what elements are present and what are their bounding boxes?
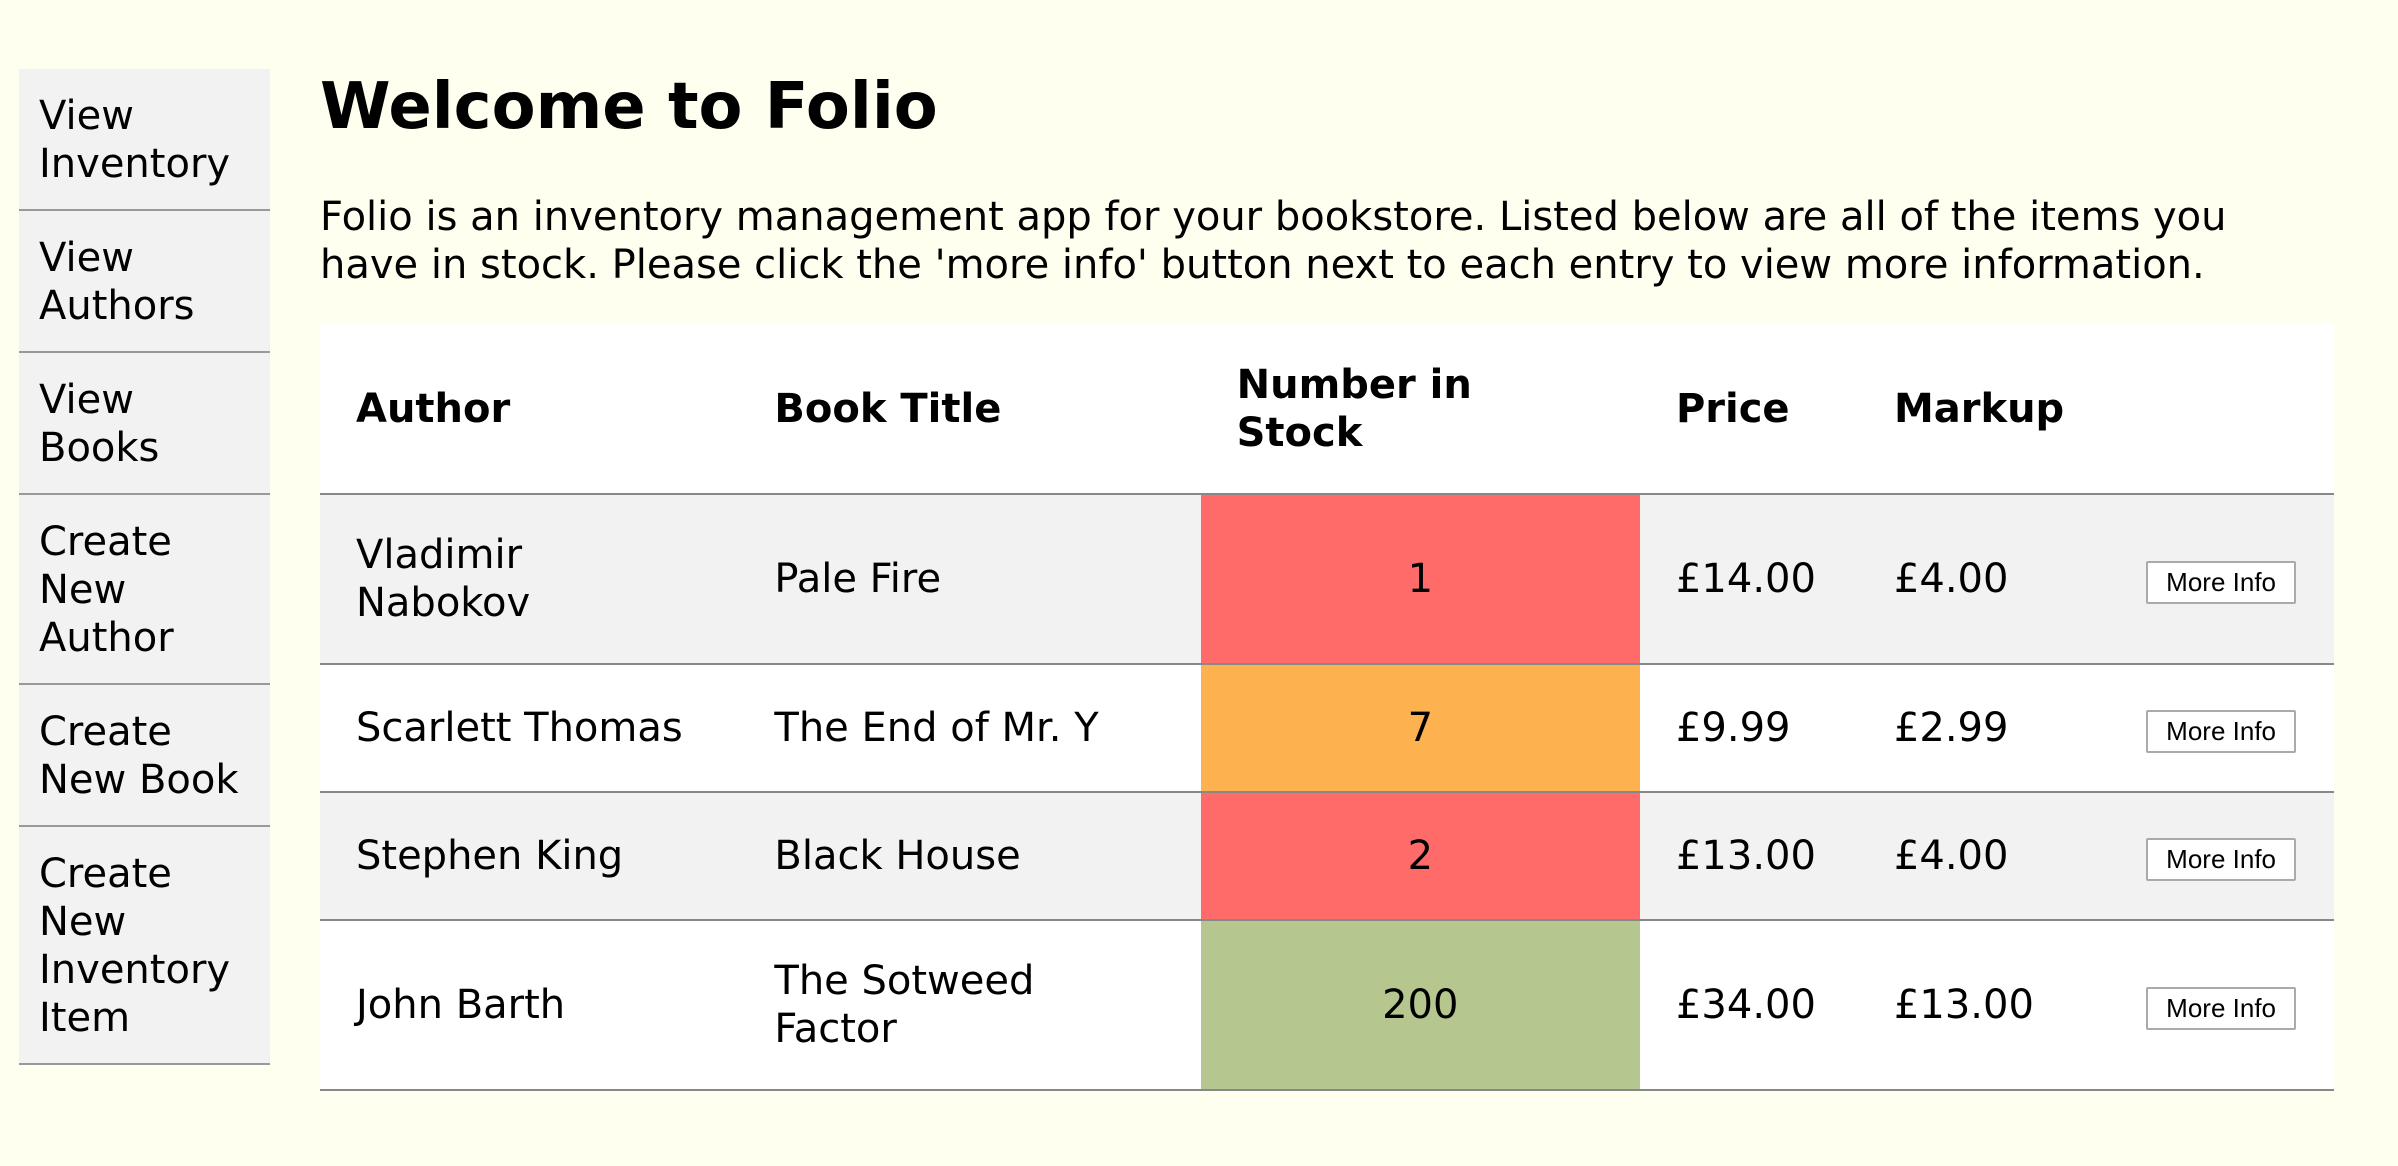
column-header-actions: [2100, 324, 2334, 495]
cell-book-title: Pale Fire: [738, 494, 1201, 665]
sidebar-item-view-authors[interactable]: View Authors: [19, 211, 270, 353]
table-header-row: Author Book Title Number in Stock Price …: [320, 324, 2334, 495]
sidebar-item-create-new-inventory-item[interactable]: Create New Inventory Item: [19, 827, 270, 1065]
more-info-button[interactable]: More Info: [2146, 561, 2296, 604]
cell-actions: More Info: [2100, 494, 2334, 665]
cell-markup: £4.00: [1857, 792, 2101, 921]
page-title: Welcome to Folio: [320, 70, 938, 144]
cell-book-title: Black House: [738, 792, 1201, 921]
sidebar-item-view-books[interactable]: View Books: [19, 353, 270, 495]
cell-price: £14.00: [1639, 494, 1858, 665]
column-header-markup: Markup: [1857, 324, 2101, 495]
inventory-table: Author Book Title Number in Stock Price …: [320, 324, 2334, 1091]
cell-actions: More Info: [2100, 664, 2334, 793]
sidebar-item-create-new-book[interactable]: Create New Book: [19, 685, 270, 827]
cell-book-title: The Sotweed Factor: [738, 920, 1201, 1091]
column-header-author: Author: [320, 324, 739, 495]
table-row: Vladimir Nabokov Pale Fire 1 £14.00 £4.0…: [320, 494, 2334, 665]
cell-price: £34.00: [1639, 920, 1858, 1091]
cell-author: Vladimir Nabokov: [320, 494, 739, 665]
table-row: John Barth The Sotweed Factor 200 £34.00…: [320, 920, 2334, 1091]
more-info-button[interactable]: More Info: [2146, 710, 2296, 753]
intro-text: Folio is an inventory management app for…: [320, 194, 2227, 288]
cell-markup: £2.99: [1857, 664, 2101, 793]
cell-markup: £4.00: [1857, 494, 2101, 665]
cell-author: Stephen King: [320, 792, 739, 921]
cell-price: £13.00: [1639, 792, 1858, 921]
cell-stock: 7: [1200, 664, 1640, 793]
cell-actions: More Info: [2100, 792, 2334, 921]
sidebar-item-view-inventory[interactable]: View Inventory: [19, 69, 270, 211]
cell-price: £9.99: [1639, 664, 1858, 793]
cell-book-title: The End of Mr. Y: [738, 664, 1201, 793]
sidebar-item-create-new-author[interactable]: Create New Author: [19, 495, 270, 685]
column-header-price: Price: [1639, 324, 1858, 495]
cell-author: Scarlett Thomas: [320, 664, 739, 793]
cell-actions: More Info: [2100, 920, 2334, 1091]
sidebar-nav: View Inventory View Authors View Books C…: [19, 69, 270, 1065]
cell-stock: 2: [1200, 792, 1640, 921]
column-header-number-in-stock: Number in Stock: [1200, 324, 1640, 495]
more-info-button[interactable]: More Info: [2146, 838, 2296, 881]
cell-markup: £13.00: [1857, 920, 2101, 1091]
main-content: Welcome to Folio Folio is an inventory m…: [320, 62, 2334, 1091]
table-row: Stephen King Black House 2 £13.00 £4.00 …: [320, 792, 2334, 921]
table-row: Scarlett Thomas The End of Mr. Y 7 £9.99…: [320, 664, 2334, 793]
column-header-book-title: Book Title: [738, 324, 1201, 495]
more-info-button[interactable]: More Info: [2146, 987, 2296, 1030]
cell-stock: 200: [1200, 920, 1640, 1091]
cell-author: John Barth: [320, 920, 739, 1091]
cell-stock: 1: [1200, 494, 1640, 665]
